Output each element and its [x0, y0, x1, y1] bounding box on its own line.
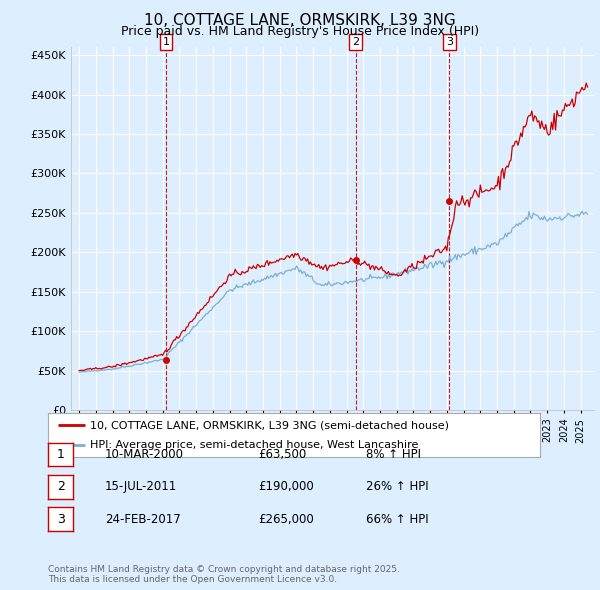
- Text: 1: 1: [163, 37, 169, 47]
- Text: 15-JUL-2011: 15-JUL-2011: [105, 480, 177, 493]
- Text: 26% ↑ HPI: 26% ↑ HPI: [366, 480, 428, 493]
- Point: [351, 255, 361, 265]
- Text: Price paid vs. HM Land Registry's House Price Index (HPI): Price paid vs. HM Land Registry's House …: [121, 25, 479, 38]
- Text: 1: 1: [56, 448, 65, 461]
- Text: 24-FEB-2017: 24-FEB-2017: [105, 513, 181, 526]
- Text: £190,000: £190,000: [258, 480, 314, 493]
- Text: 2: 2: [352, 37, 359, 47]
- Text: 3: 3: [56, 513, 65, 526]
- Text: 10, COTTAGE LANE, ORMSKIRK, L39 3NG: 10, COTTAGE LANE, ORMSKIRK, L39 3NG: [144, 13, 456, 28]
- Text: 66% ↑ HPI: 66% ↑ HPI: [366, 513, 428, 526]
- Text: Contains HM Land Registry data © Crown copyright and database right 2025.
This d: Contains HM Land Registry data © Crown c…: [48, 565, 400, 584]
- Point: [161, 355, 171, 365]
- Text: 3: 3: [446, 37, 453, 47]
- Text: 10, COTTAGE LANE, ORMSKIRK, L39 3NG (semi-detached house): 10, COTTAGE LANE, ORMSKIRK, L39 3NG (sem…: [90, 421, 449, 430]
- Point: [445, 196, 454, 206]
- Text: £63,500: £63,500: [258, 448, 306, 461]
- Text: 8% ↑ HPI: 8% ↑ HPI: [366, 448, 421, 461]
- Text: £265,000: £265,000: [258, 513, 314, 526]
- Text: 2: 2: [56, 480, 65, 493]
- Text: 10-MAR-2000: 10-MAR-2000: [105, 448, 184, 461]
- Text: HPI: Average price, semi-detached house, West Lancashire: HPI: Average price, semi-detached house,…: [90, 440, 418, 450]
